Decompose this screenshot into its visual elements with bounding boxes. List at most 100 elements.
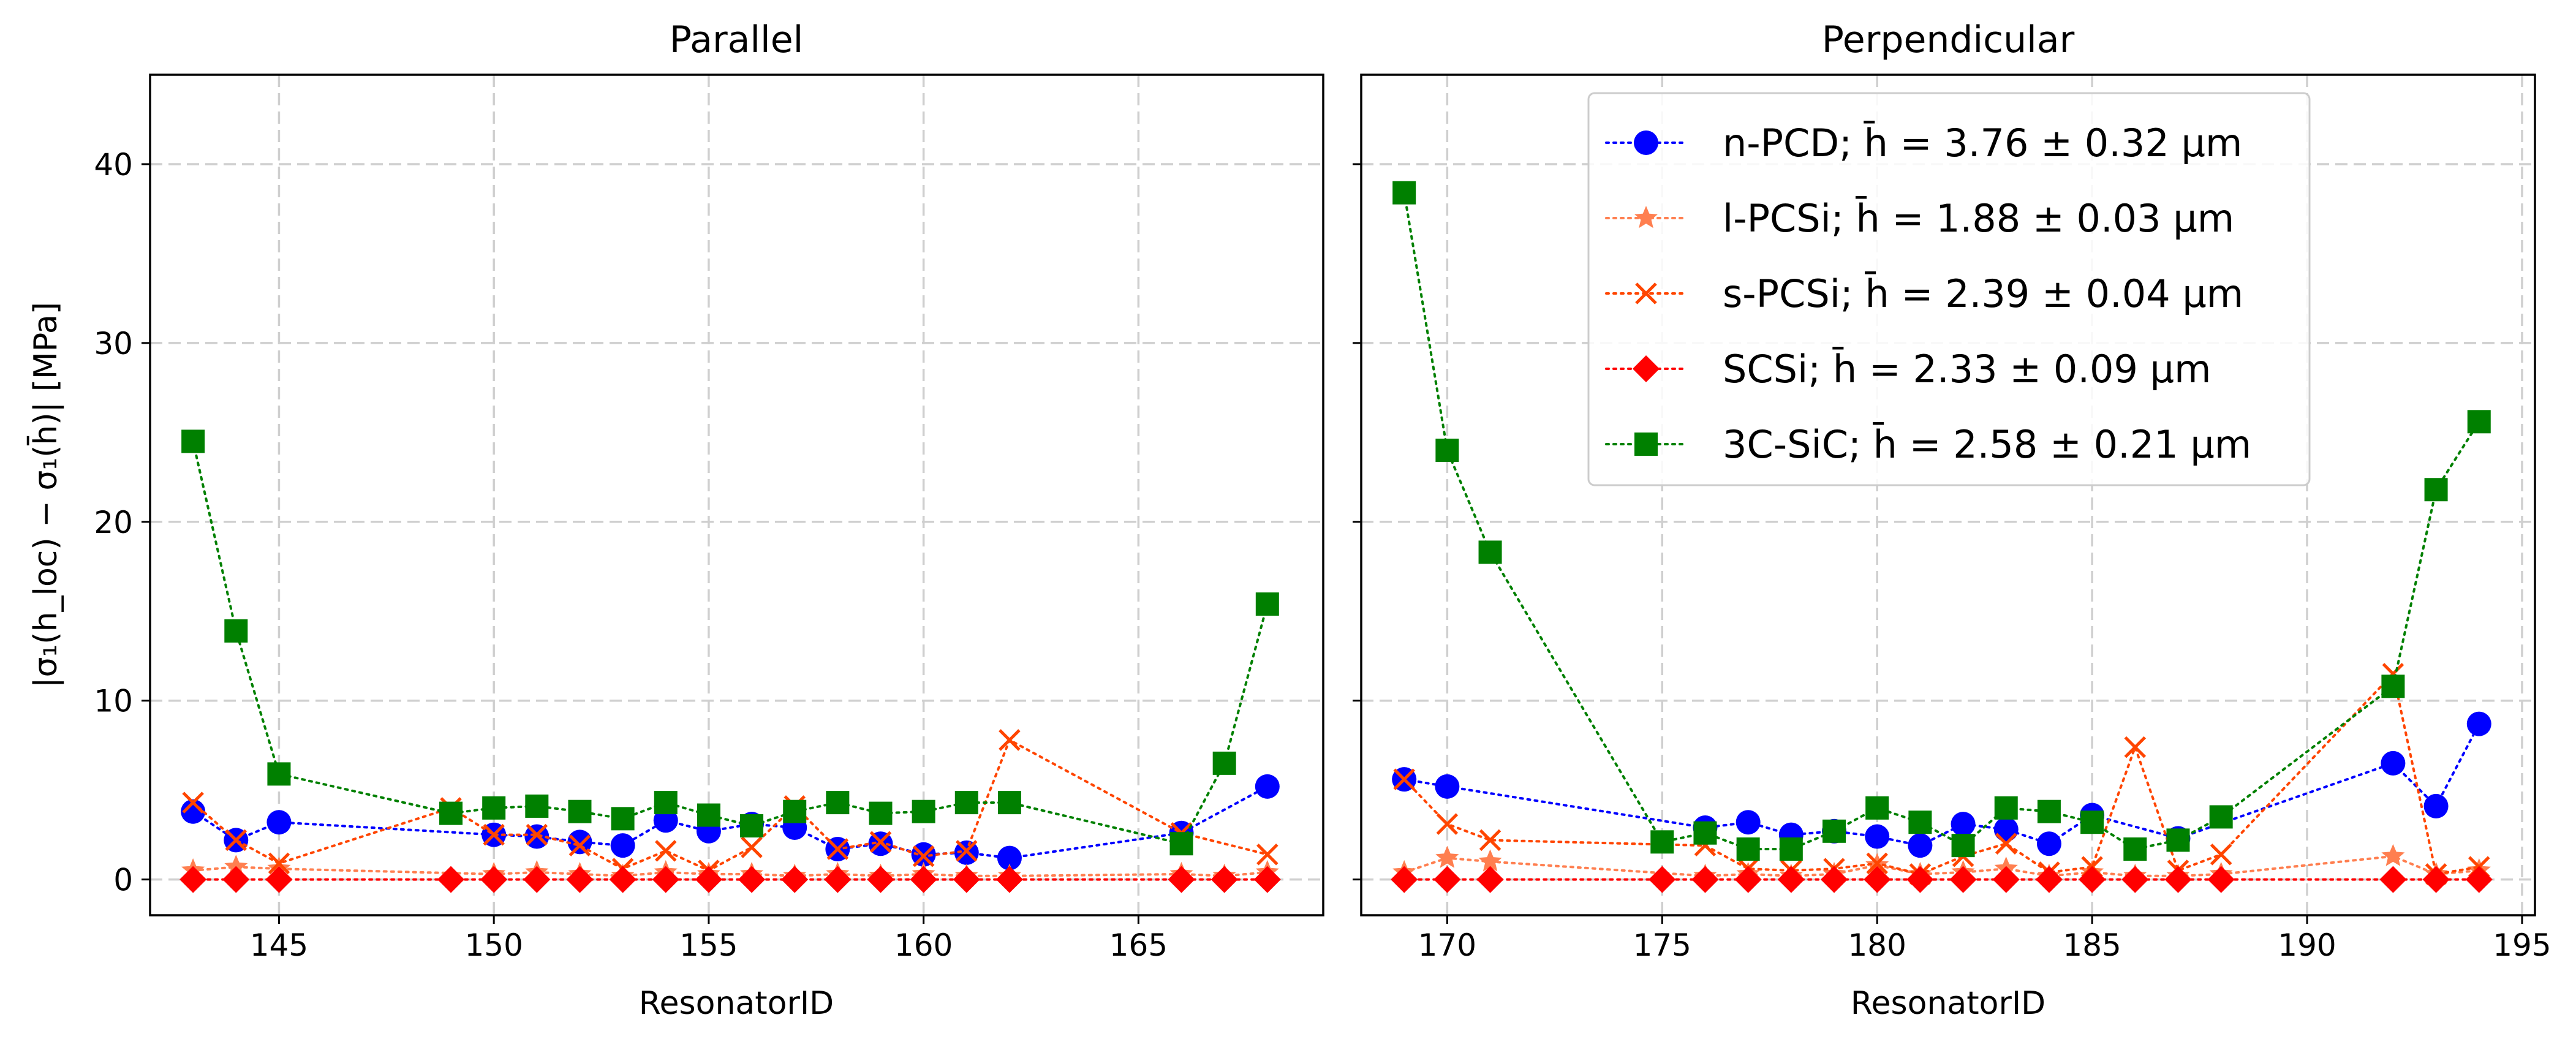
panel-parallel: Parallel ResonatorID 145 150 155 160 165 0 10… xyxy=(94,18,1324,1022)
data-point-n-pcd xyxy=(1951,812,1976,837)
y-tick-label: 40 xyxy=(94,147,133,183)
data-point-n-pcd xyxy=(1865,824,1890,849)
data-point-scsi xyxy=(222,866,250,893)
x-axis-label-perpendicular: ResonatorID xyxy=(1851,985,2045,1022)
y-ticks-parallel: 0 10 20 30 40 xyxy=(94,147,150,898)
data-point-scsi xyxy=(2035,866,2063,893)
plot-frame-perpendicular xyxy=(1360,74,2536,916)
data-point-scsi xyxy=(867,866,894,893)
data-point-3c-sic xyxy=(2381,674,2405,698)
data-point-n-pcd xyxy=(2423,793,2449,818)
data-point-3c-sic xyxy=(2467,410,2491,434)
y-tick-label: 0 xyxy=(113,863,133,898)
data-point-s-pcsi xyxy=(1866,852,1888,875)
data-point-scsi xyxy=(2164,866,2192,893)
y-axis-label: |σ₁(h_loc) − σ₁(h̄)| [MPa] xyxy=(27,302,64,688)
data-point-3c-sic xyxy=(954,791,978,815)
data-point-s-pcsi xyxy=(1995,833,2017,855)
data-point-scsi xyxy=(995,866,1023,893)
data-point-s-pcsi xyxy=(869,831,892,853)
data-point-3c-sic xyxy=(997,791,1021,815)
panel-perpendicular: Perpendicular ResonatorID 170 175 180 185 19… xyxy=(1353,18,2551,1022)
data-point-scsi xyxy=(1211,866,1238,893)
data-point-3c-sic xyxy=(2123,837,2147,861)
data-point-n-pcd xyxy=(567,829,592,855)
data-point-s-pcsi xyxy=(483,823,505,846)
data-point-3c-sic xyxy=(568,799,592,823)
data-point-n-pcd xyxy=(1255,774,1280,799)
data-point-scsi xyxy=(566,866,594,893)
legend-marker-scsi xyxy=(1633,355,1660,382)
data-point-s-pcsi xyxy=(268,852,290,875)
data-point-3c-sic xyxy=(1822,819,1846,843)
data-point-3c-sic xyxy=(181,429,205,453)
data-point-3c-sic xyxy=(2424,478,2448,502)
data-point-3c-sic xyxy=(1212,751,1236,775)
data-point-3c-sic xyxy=(1650,830,1674,854)
x-tick-label: 165 xyxy=(1109,928,1168,963)
data-point-3c-sic xyxy=(1779,837,1803,861)
data-point-scsi xyxy=(480,866,508,893)
data-point-3c-sic xyxy=(1951,834,1975,858)
data-point-scsi xyxy=(523,866,551,893)
data-point-s-pcsi xyxy=(568,834,591,856)
data-point-3c-sic xyxy=(224,619,248,643)
data-point-s-pcsi xyxy=(225,829,247,852)
data-point-scsi xyxy=(910,866,937,893)
panel-title-parallel: Parallel xyxy=(670,18,804,61)
data-point-3c-sic xyxy=(1169,832,1193,856)
data-point-3c-sic xyxy=(2080,810,2104,834)
plot-series-parallel xyxy=(179,429,1281,893)
data-point-scsi xyxy=(738,866,766,893)
data-point-s-pcsi xyxy=(2124,736,2147,758)
data-point-s-pcsi xyxy=(2210,843,2232,866)
legend-label-s-pcsi: s-PCSi; h̄ = 2.39 ± 0.04 μm xyxy=(1723,271,2243,316)
data-point-s-pcsi xyxy=(1479,829,1501,852)
data-point-scsi xyxy=(695,866,722,893)
data-point-s-pcsi xyxy=(1256,843,1279,866)
x-tick-label: 195 xyxy=(2493,928,2551,963)
legend-marker-l-pcsi xyxy=(1634,206,1658,229)
data-point-n-pcd xyxy=(1736,810,1761,835)
data-point-3c-sic xyxy=(912,799,935,823)
data-point-3c-sic xyxy=(525,794,549,818)
legend: n-PCD; h̄ = 3.76 ± 0.32 μm l-PCSi; h̄ = 1… xyxy=(1587,92,2311,486)
data-point-scsi xyxy=(824,866,852,893)
data-point-n-pcd xyxy=(610,833,635,858)
data-point-s-pcsi xyxy=(654,840,677,862)
data-point-n-pcd xyxy=(2466,711,2491,736)
data-point-s-pcsi xyxy=(999,729,1021,751)
data-point-scsi xyxy=(179,866,207,893)
data-point-s-pcsi xyxy=(912,845,935,867)
data-point-scsi xyxy=(2465,866,2493,893)
panel-title-perpendicular: Perpendicular xyxy=(1822,18,2075,61)
data-point-3c-sic xyxy=(482,796,506,820)
data-point-n-pcd xyxy=(653,808,678,833)
data-point-scsi xyxy=(265,866,293,893)
legend-marker-s-pcsi xyxy=(1635,282,1657,304)
data-point-s-pcsi xyxy=(1393,768,1415,790)
data-point-scsi xyxy=(2121,866,2149,893)
data-point-3c-sic xyxy=(2037,799,2061,823)
data-point-3c-sic xyxy=(1736,837,1760,861)
legend-label-l-pcsi: l-PCSi; h̄ = 1.88 ± 0.03 μm xyxy=(1723,196,2234,241)
data-point-3c-sic xyxy=(1693,821,1717,845)
grid-parallel xyxy=(150,75,1323,915)
legend-box xyxy=(1587,92,2311,486)
data-point-scsi xyxy=(1253,866,1281,893)
data-point-n-pcd xyxy=(997,845,1022,871)
x-tick-label: 185 xyxy=(2063,928,2121,963)
data-point-scsi xyxy=(1476,866,1504,893)
data-point-scsi xyxy=(1949,866,1977,893)
data-point-3c-sic xyxy=(1392,181,1416,205)
data-point-3c-sic xyxy=(740,814,764,838)
data-point-s-pcsi xyxy=(741,836,763,858)
data-point-3c-sic xyxy=(1865,796,1889,820)
data-point-s-pcsi xyxy=(956,840,978,862)
x-tick-label: 155 xyxy=(679,928,738,963)
data-point-3c-sic xyxy=(267,762,291,786)
x-tick-label: 180 xyxy=(1848,928,1906,963)
y-ticks-perpendicular xyxy=(1353,163,1361,881)
data-point-scsi xyxy=(2207,866,2235,893)
data-point-n-pcd xyxy=(1993,817,2019,842)
